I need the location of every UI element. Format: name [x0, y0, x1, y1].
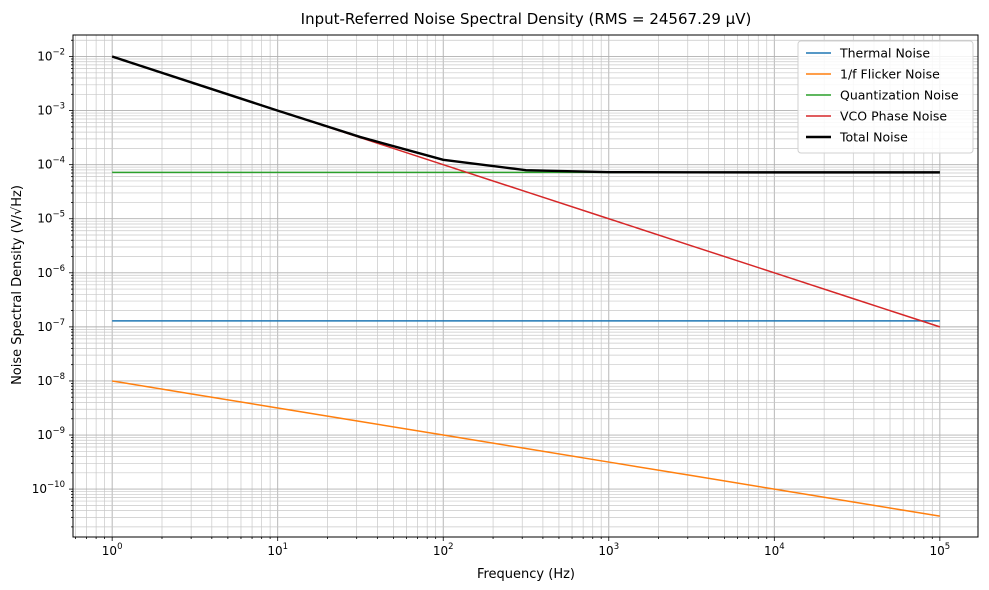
y-tick-label: 10−6 — [37, 264, 65, 280]
y-tick-label: 10−3 — [37, 102, 65, 118]
plot-frame — [72, 34, 979, 538]
x-tick-label: 102 — [433, 542, 454, 558]
x-tick-label: 103 — [598, 542, 619, 558]
legend-label-vco-phase-noise: VCO Phase Noise — [840, 109, 947, 124]
x-tick-label: 101 — [267, 542, 288, 558]
y-tick-label: 10−10 — [32, 480, 65, 496]
series-line-total-noise — [111, 55, 940, 174]
axis-ticks: 100 101 102 103 104 105 10−10 10−9 10−8 10−7 10−6 1… — [32, 39, 951, 558]
y-tick-label: 10−4 — [37, 156, 65, 172]
chart-title: Input-Referred Noise Spectral Density (R… — [301, 10, 752, 28]
legend-label-quantization-noise: Quantization Noise — [840, 88, 959, 103]
y-axis-label: Noise Spectral Density (V/√Hz) — [10, 185, 25, 385]
x-axis-label: Frequency (Hz) — [477, 567, 575, 582]
y-tick-label: 10−9 — [37, 426, 65, 442]
series-line-1-f-flicker-noise — [112, 380, 940, 517]
plot-series — [111, 55, 941, 517]
y-tick-label: 10−2 — [37, 48, 65, 64]
x-tick-label: 105 — [930, 542, 951, 558]
legend-label-total-noise: Total Noise — [839, 130, 908, 145]
y-tick-label: 10−5 — [37, 210, 65, 226]
x-tick-label: 100 — [102, 542, 123, 558]
x-tick-label: 104 — [764, 542, 785, 558]
chart-legend: Thermal Noise 1/f Flicker Noise Quantizati… — [797, 40, 974, 154]
legend-box — [797, 40, 974, 154]
y-tick-label: 10−7 — [37, 318, 65, 334]
grid-lines — [73, 35, 978, 537]
y-tick-label: 10−8 — [37, 372, 65, 388]
legend-label-thermal-noise: Thermal Noise — [839, 46, 930, 61]
legend-label-1-f-flicker-noise: 1/f Flicker Noise — [840, 67, 940, 82]
